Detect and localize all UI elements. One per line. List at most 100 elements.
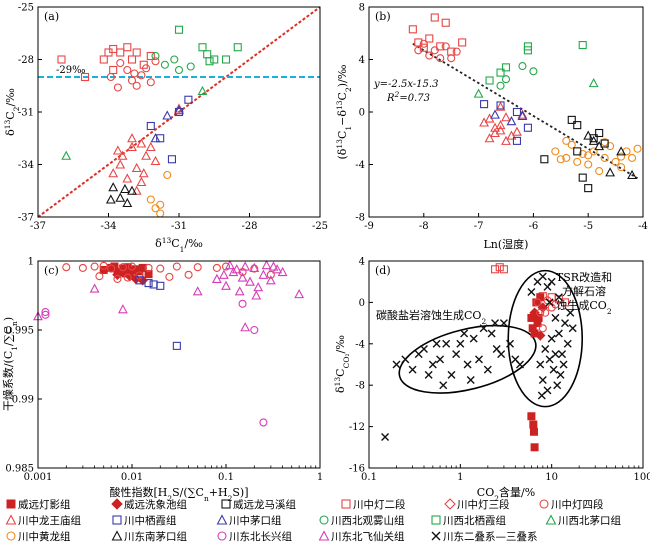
point-cdnm	[583, 130, 594, 140]
y-tick-label: 8	[359, 3, 365, 14]
y-tick-label: 4	[359, 257, 365, 268]
point-cde	[558, 350, 567, 359]
region-carbonate-dissolution	[398, 324, 537, 394]
point-czd4	[132, 81, 141, 90]
legend-label-czqx: 川中栖霞组	[124, 514, 177, 527]
point-czlw	[479, 117, 489, 127]
point-cde	[563, 339, 572, 348]
y-axis-label-b: (δ13C1−δ13C2)/‰	[335, 64, 353, 159]
point-czqx	[172, 341, 181, 350]
point-czd4	[106, 72, 115, 82]
point-cdbcx	[41, 310, 50, 319]
legend-marker-czqx	[112, 515, 122, 525]
point-cdnm	[122, 197, 133, 208]
point-wydy	[529, 420, 538, 429]
legend-item-czhl: 川中黄龙组	[6, 530, 71, 543]
legend-item-cde: 川东二叠系—三叠系	[431, 530, 538, 543]
point-czd4	[127, 262, 137, 271]
point-czlw	[145, 141, 156, 152]
point-czd4	[135, 271, 144, 280]
point-czd4	[541, 308, 550, 317]
point-czmk	[490, 109, 500, 119]
legend-item-cxg: 川西北观雾山组	[319, 514, 405, 527]
point-cde	[543, 282, 552, 291]
point-cxg	[170, 55, 179, 64]
legend-item-czqx: 川中栖霞组	[112, 514, 177, 527]
legend-label-wydy: 威远灯影组	[18, 498, 71, 511]
x-axis-label-b: Ln(湿度)	[484, 237, 529, 251]
y-tick-label: -12	[349, 422, 365, 433]
point-czhl	[551, 147, 560, 156]
legend-marker-wyxx	[111, 498, 123, 510]
point-cde	[474, 355, 483, 364]
plot-frame	[368, 6, 644, 218]
x-tick-label: -7	[474, 221, 484, 232]
point-czhl	[617, 152, 626, 161]
point-cdbfx	[240, 322, 251, 332]
point-czhl	[633, 144, 642, 153]
point-cde	[559, 360, 568, 369]
point-czd4	[118, 263, 127, 272]
regression-equation: y=-2.5x-15.3	[373, 79, 438, 90]
point-czmk	[162, 110, 173, 120]
y-tick-label: -28	[18, 55, 34, 66]
point-cdbcx	[250, 325, 259, 335]
point-cdnm	[115, 192, 126, 202]
point-cxm	[197, 85, 208, 96]
legend-label-czmk: 川中茅口组	[229, 514, 282, 527]
point-wyls	[584, 184, 593, 193]
point-czd2	[80, 72, 90, 82]
point-cde	[566, 308, 575, 317]
legend-label-cxm: 川西北茅口组	[558, 514, 621, 527]
point-czqx	[156, 134, 165, 143]
point-czd4	[452, 47, 461, 56]
point-cde	[527, 288, 536, 297]
point-cde	[469, 334, 478, 343]
x-tick-label: -9	[364, 221, 374, 232]
point-czd4	[172, 262, 181, 271]
point-czqx	[156, 281, 165, 290]
point-wyxx	[537, 302, 549, 313]
point-wyls	[573, 121, 582, 130]
point-czqx	[512, 136, 522, 145]
point-cde	[491, 319, 500, 328]
point-czd4	[447, 54, 456, 63]
point-cde	[436, 355, 445, 364]
point-czhl	[163, 170, 172, 180]
point-cde	[463, 360, 472, 369]
y-axis-label-c: 干燥系数/(C1/∑Cn)	[2, 317, 19, 411]
point-czd4	[156, 264, 165, 273]
point-czhl	[584, 160, 593, 169]
point-czd2	[436, 42, 445, 51]
point-czlw	[484, 133, 495, 143]
legend-label-czlw: 川中龙王庙组	[18, 514, 81, 527]
point-cde	[545, 298, 554, 307]
point-cde	[497, 350, 506, 359]
point-cxg	[174, 65, 184, 75]
point-czmk	[174, 105, 184, 115]
point-czmk	[517, 110, 528, 120]
point-czd4	[221, 262, 231, 271]
legend-label-wyls: 威远龙马溪组	[233, 498, 296, 511]
point-cdbfx	[240, 261, 251, 271]
y-tick-label: -37	[18, 213, 34, 224]
point-czqx	[496, 101, 505, 110]
legend-item-cdbfx: 川东北飞仙关组	[318, 530, 405, 543]
point-czd4	[184, 270, 193, 279]
point-wyls	[589, 134, 598, 143]
point-czlw	[150, 155, 161, 166]
point-czd4	[212, 263, 221, 272]
legend-marker-cde	[431, 531, 441, 541]
legend-item-wyxx: 威远洗象池组	[111, 498, 187, 511]
point-czd4	[146, 78, 155, 87]
point-czd2	[132, 48, 141, 57]
point-czd4	[441, 42, 450, 51]
point-cxq	[233, 43, 242, 52]
legend-label-cdnm: 川东南茅口组	[124, 530, 187, 543]
point-czd2	[441, 18, 450, 27]
point-czhl	[573, 157, 582, 166]
point-czd2	[414, 38, 423, 47]
point-cdnm	[627, 169, 637, 180]
legend-label-czd3: 川中灯三段	[457, 498, 510, 511]
point-cdbfx	[249, 262, 260, 272]
